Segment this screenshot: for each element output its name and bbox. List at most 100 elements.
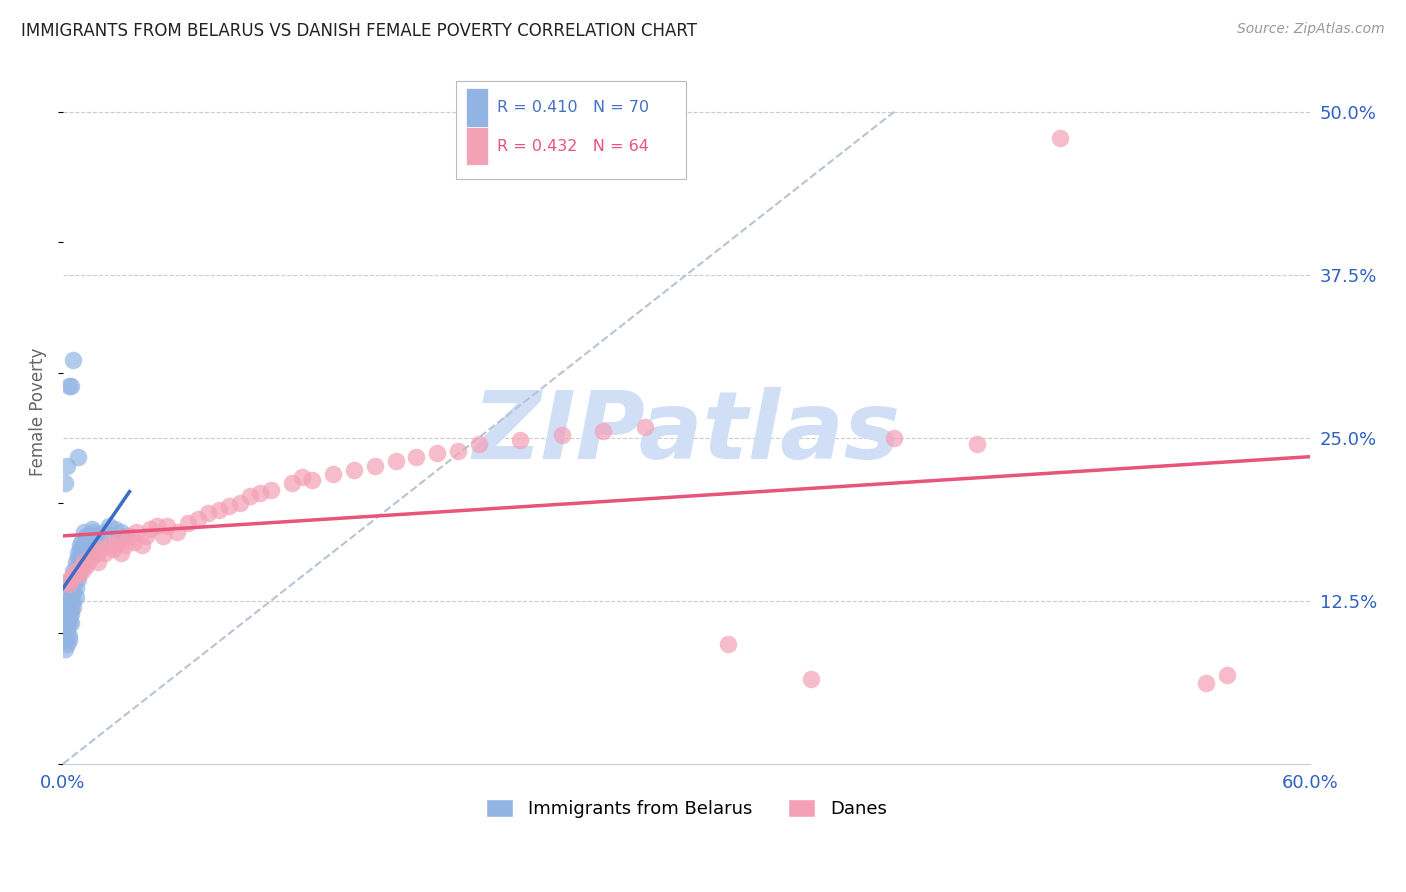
Point	[62, 567, 84, 582]
Point	[65, 561, 87, 575]
Point	[84, 528, 107, 542]
Point	[101, 541, 124, 556]
Point	[84, 545, 107, 559]
Point	[145, 519, 167, 533]
Point	[322, 467, 344, 482]
Point	[218, 499, 240, 513]
Bar	[465, 87, 488, 127]
Point	[75, 541, 97, 556]
Point	[83, 548, 105, 562]
Point	[56, 637, 79, 651]
Point	[53, 613, 76, 627]
Point	[70, 555, 93, 569]
Point	[58, 603, 80, 617]
Text: R = 0.410   N = 70: R = 0.410 N = 70	[496, 100, 650, 115]
Point	[467, 437, 489, 451]
Point	[384, 454, 406, 468]
Point	[966, 437, 988, 451]
Y-axis label: Female Poverty: Female Poverty	[30, 348, 46, 476]
FancyBboxPatch shape	[456, 81, 686, 179]
Point	[66, 567, 89, 582]
Point	[60, 607, 83, 621]
Point	[53, 632, 76, 647]
Point	[65, 581, 87, 595]
Point	[56, 459, 79, 474]
Point	[77, 545, 100, 559]
Text: IMMIGRANTS FROM BELARUS VS DANISH FEMALE POVERTY CORRELATION CHART: IMMIGRANTS FROM BELARUS VS DANISH FEMALE…	[21, 22, 697, 40]
Point	[73, 538, 96, 552]
Point	[114, 528, 136, 542]
Point	[77, 555, 100, 569]
Point	[62, 567, 84, 582]
Point	[58, 598, 80, 612]
Point	[60, 603, 83, 617]
Point	[79, 550, 101, 565]
Point	[66, 564, 89, 578]
Point	[58, 594, 80, 608]
Point	[131, 538, 153, 552]
Point	[239, 490, 262, 504]
Point	[93, 545, 115, 559]
Point	[291, 470, 314, 484]
Point	[197, 507, 219, 521]
Point	[56, 600, 79, 615]
Point	[343, 463, 366, 477]
Point	[166, 524, 188, 539]
Point	[60, 590, 83, 604]
Point	[118, 528, 141, 542]
Point	[104, 538, 127, 552]
Text: ZIPatlas: ZIPatlas	[472, 387, 900, 479]
Point	[110, 545, 132, 559]
Point	[60, 572, 83, 586]
Point	[58, 577, 80, 591]
Point	[65, 590, 87, 604]
Point	[75, 528, 97, 542]
Point	[800, 672, 823, 686]
Point	[62, 352, 84, 367]
Point	[79, 528, 101, 542]
Point	[114, 538, 136, 552]
Point	[187, 511, 209, 525]
Point	[75, 558, 97, 573]
Point	[58, 587, 80, 601]
Point	[228, 496, 250, 510]
Point	[82, 522, 104, 536]
Point	[139, 522, 162, 536]
Point	[260, 483, 283, 497]
Point	[634, 420, 657, 434]
Point	[69, 561, 91, 575]
Point	[122, 535, 145, 549]
Point	[69, 555, 91, 569]
Point	[58, 378, 80, 392]
Point	[93, 524, 115, 539]
Point	[56, 574, 79, 589]
Point	[62, 594, 84, 608]
Point	[280, 476, 302, 491]
Point	[87, 555, 110, 569]
Point	[66, 450, 89, 465]
Point	[53, 476, 76, 491]
Point	[58, 632, 80, 647]
Point	[73, 555, 96, 569]
Point	[65, 564, 87, 578]
Point	[73, 550, 96, 565]
Point	[70, 533, 93, 547]
Point	[53, 642, 76, 657]
Point	[79, 541, 101, 556]
Point	[69, 541, 91, 556]
Point	[156, 519, 179, 533]
Point	[509, 434, 531, 448]
Point	[301, 473, 323, 487]
Point	[883, 431, 905, 445]
Text: R = 0.432   N = 64: R = 0.432 N = 64	[496, 139, 648, 153]
Point	[426, 446, 449, 460]
Point	[60, 581, 83, 595]
Point	[56, 626, 79, 640]
Point	[551, 428, 574, 442]
Point	[62, 584, 84, 599]
Point	[135, 528, 157, 542]
Point	[89, 533, 111, 547]
Point	[56, 607, 79, 621]
Point	[405, 450, 427, 465]
Point	[58, 615, 80, 630]
